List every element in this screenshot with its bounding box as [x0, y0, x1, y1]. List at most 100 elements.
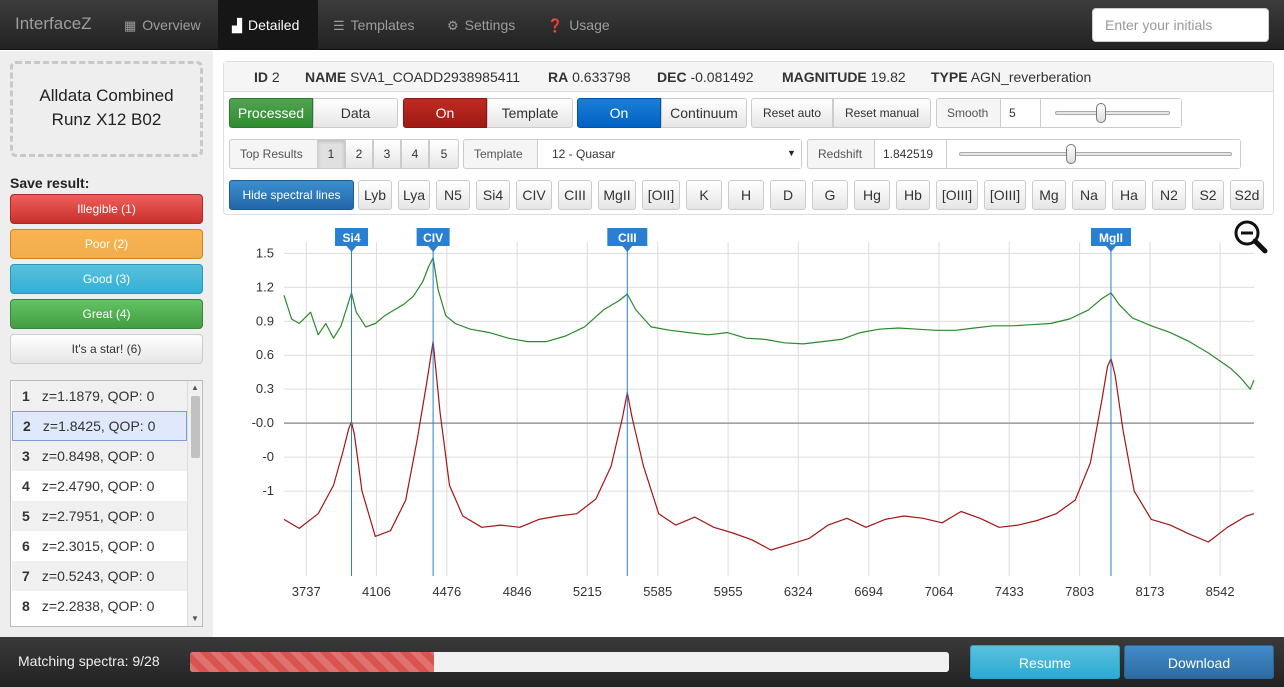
line-lya-button[interactable]: Lya	[398, 180, 430, 210]
template-on-toggle[interactable]: On	[403, 98, 487, 128]
line-mgii-button[interactable]: MgII	[598, 180, 636, 210]
results-list[interactable]: 1 z=1.1879, QOP: 0 2 z=1.8425, QOP: 0 3 …	[10, 380, 203, 627]
line-si4-button[interactable]: Si4	[476, 180, 510, 210]
result-item[interactable]: 3 z=0.8498, QOP: 0	[12, 441, 187, 471]
info-id: ID 2	[254, 62, 280, 92]
zoom-out-icon[interactable]	[1232, 218, 1270, 256]
x-tick-label: 5955	[714, 584, 743, 599]
line-hb-button[interactable]: Hb	[896, 180, 930, 210]
results-scrollbar[interactable]: ▲ ▼	[187, 381, 202, 626]
info-type: TYPE AGN_reverberation	[931, 62, 1091, 92]
line-lyb-button[interactable]: Lyb	[358, 180, 392, 210]
top-result-5-button[interactable]: 5	[429, 139, 459, 169]
result-item[interactable]: 1 z=1.1879, QOP: 0	[12, 381, 187, 411]
top-result-2-button[interactable]: 2	[345, 139, 373, 169]
top-result-4-button[interactable]: 4	[401, 139, 429, 169]
progress-fill	[190, 652, 434, 672]
question-icon: ❓	[547, 18, 564, 33]
nav-templates[interactable]: ☰ Templates	[320, 0, 432, 50]
info-name: NAME SVA1_COADD2938985411	[305, 62, 520, 92]
bar-chart-icon: ▟	[232, 18, 242, 33]
line-n2-button[interactable]: N2	[1152, 180, 1186, 210]
redshift-slider-track[interactable]	[959, 152, 1232, 156]
result-item[interactable]: 5 z=2.7951, QOP: 0	[12, 501, 187, 531]
great-button[interactable]: Great (4)	[10, 299, 203, 329]
line-s2-button[interactable]: S2	[1192, 180, 1224, 210]
line-na-button[interactable]: Na	[1072, 180, 1106, 210]
nav-usage[interactable]: ❓ Usage	[535, 0, 625, 50]
good-button[interactable]: Good (3)	[10, 264, 203, 294]
result-index: 7	[22, 568, 30, 584]
line-k-button[interactable]: K	[686, 180, 722, 210]
line-civ-button[interactable]: CIV	[516, 180, 552, 210]
template-select-label: Template	[474, 147, 523, 161]
nav-detailed-label: Detailed	[248, 17, 300, 33]
nav-settings[interactable]: ⚙ Settings	[435, 0, 531, 50]
redshift-input[interactable]: 1.842519	[874, 140, 946, 168]
grid-icon: ▦	[124, 18, 137, 33]
line-n5-button[interactable]: N5	[436, 180, 470, 210]
x-tick-label: 5585	[643, 584, 672, 599]
line-hg-button[interactable]: Hg	[854, 180, 890, 210]
smooth-slider-track[interactable]	[1055, 111, 1170, 115]
y-tick-label: 0.3	[256, 381, 274, 396]
hide-spectral-lines-button[interactable]: Hide spectral lines	[229, 180, 354, 210]
illegible-button[interactable]: Illegible (1)	[10, 194, 203, 224]
info-ra-value: 0.633798	[572, 69, 631, 85]
resume-button[interactable]: Resume	[970, 645, 1120, 679]
line-s2d-button[interactable]: S2d	[1230, 180, 1264, 210]
info-magnitude: MAGNITUDE 19.82	[782, 62, 906, 92]
matching-spectra-label: Matching spectra: 9/28	[18, 653, 160, 669]
line-ciii-button[interactable]: CIII	[558, 180, 592, 210]
result-item[interactable]: 4 z=2.4790, QOP: 0	[12, 471, 187, 501]
x-tick-label: 7064	[925, 584, 954, 599]
reset-auto-button[interactable]: Reset auto	[751, 98, 833, 128]
reset-manual-button[interactable]: Reset manual	[833, 98, 931, 128]
template-toggle[interactable]: Template	[487, 98, 573, 128]
line-oiii-button[interactable]: [OIII]	[936, 180, 978, 210]
dataset-dropzone[interactable]: Alldata Combined Runz X12 B02	[10, 61, 203, 157]
dataset-line-2: Runz X12 B02	[51, 110, 162, 129]
line-d-button[interactable]: D	[770, 180, 806, 210]
template-select[interactable]: 12 - Quasar	[537, 140, 801, 168]
scroll-down-icon[interactable]: ▼	[191, 614, 199, 623]
poor-button[interactable]: Poor (2)	[10, 229, 203, 259]
download-button[interactable]: Download	[1124, 645, 1274, 679]
line-h-button[interactable]: H	[728, 180, 764, 210]
redshift-slider-handle[interactable]	[1065, 144, 1076, 164]
data-toggle[interactable]: Data	[313, 98, 398, 128]
x-tick-label: 7803	[1065, 584, 1094, 599]
data-series-line	[283, 257, 1255, 390]
result-item[interactable]: 8 z=2.2838, QOP: 0	[12, 591, 187, 621]
result-item[interactable]: 6 z=2.3015, QOP: 0	[12, 531, 187, 561]
dataset-line-1: Alldata Combined	[39, 86, 174, 105]
continuum-on-toggle[interactable]: On	[577, 98, 661, 128]
result-item-selected[interactable]: 2 z=1.8425, QOP: 0	[12, 411, 187, 441]
line-oii-button[interactable]: [OII]	[642, 180, 680, 210]
x-tick-label: 4476	[432, 584, 461, 599]
line-ha-button[interactable]: Ha	[1112, 180, 1146, 210]
top-result-3-button[interactable]: 3	[373, 139, 401, 169]
scroll-up-icon[interactable]: ▲	[191, 383, 199, 392]
nav-detailed[interactable]: ▟ Detailed	[218, 0, 318, 50]
spectrum-chart[interactable]: 1.5 1.2 0.9 0.6 0.3 -0.0 -0 -1 3737 4106 4476 4846 5…	[223, 222, 1274, 632]
list-icon: ☰	[333, 18, 345, 33]
app-brand[interactable]: InterfaceZ	[15, 14, 92, 33]
top-result-1-button[interactable]: 1	[317, 139, 345, 169]
scroll-thumb[interactable]	[191, 396, 200, 458]
line-mg-button[interactable]: Mg	[1032, 180, 1066, 210]
x-tick-label: 5215	[573, 584, 602, 599]
continuum-toggle[interactable]: Continuum	[661, 98, 747, 128]
info-id-value: 2	[271, 69, 280, 85]
nav-overview[interactable]: ▦ Overview	[112, 0, 215, 50]
line-g-button[interactable]: G	[812, 180, 848, 210]
processed-toggle[interactable]: Processed	[229, 98, 313, 128]
smooth-slider-handle[interactable]	[1096, 103, 1106, 123]
initials-input[interactable]	[1092, 8, 1269, 42]
line-oiii-button[interactable]: [OIII]	[984, 180, 1026, 210]
spectral-marker-label: MgII	[1099, 231, 1123, 245]
spectral-marker-label: Si4	[343, 231, 361, 245]
star-button[interactable]: It's a star! (6)	[10, 334, 203, 364]
smooth-input[interactable]: 5	[1000, 99, 1040, 127]
result-item[interactable]: 7 z=0.5243, QOP: 0	[12, 561, 187, 591]
